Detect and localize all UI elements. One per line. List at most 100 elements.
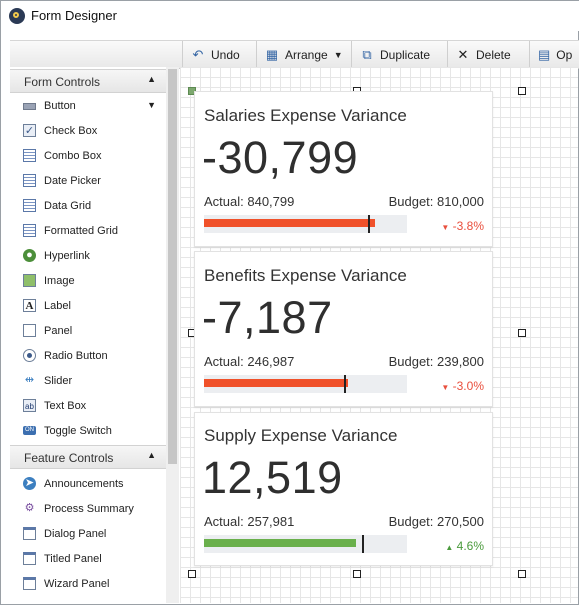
card-actual: Actual: 840,799: [204, 194, 295, 209]
card-title: Supply Expense Variance: [204, 426, 398, 445]
sidebar-item-combo-box[interactable]: Combo Box: [10, 144, 166, 169]
options-button[interactable]: ▤ Op: [529, 41, 579, 68]
sidebar-item-wizard-panel[interactable]: Wizard Panel: [10, 572, 166, 597]
sidebar-item-date-picker[interactable]: Date Picker: [10, 169, 166, 194]
undo-icon: ↶: [192, 46, 204, 62]
checkbox-icon: ✓: [23, 124, 36, 137]
resize-handle-bottom-left[interactable]: [188, 570, 196, 578]
window-title: Form Designer: [31, 8, 117, 23]
calendar-icon: [23, 174, 36, 187]
trend-arrow-icon: ▲: [445, 543, 454, 552]
combo-box-icon: [23, 149, 36, 162]
resize-handle-bottom[interactable]: [353, 570, 361, 578]
app-logo-icon: [9, 8, 25, 24]
titled-panel-icon: [23, 552, 36, 565]
progress-fill: [204, 379, 348, 387]
undo-button[interactable]: ↶ Undo: [182, 41, 256, 68]
undo-label: Undo: [211, 47, 240, 62]
resize-handle-top-right[interactable]: [518, 87, 526, 95]
card-title: Salaries Expense Variance: [204, 106, 407, 125]
wizard-panel-icon: [23, 577, 36, 590]
sidebar-item-label: Button: [44, 100, 76, 112]
dialog-panel-icon: [23, 527, 36, 540]
sidebar-item-label: Radio Button: [44, 350, 108, 362]
options-icon: ▤: [538, 46, 551, 62]
trend-arrow-icon: ▼: [441, 223, 450, 232]
feature-controls-label: Feature Controls: [24, 451, 114, 465]
sidebar-item-text-box[interactable]: ab Text Box: [10, 394, 166, 419]
sidebar-item-label: Toggle Switch: [44, 425, 112, 437]
progress-fill: [204, 219, 375, 227]
sidebar-item-image[interactable]: Image: [10, 269, 166, 294]
progress-track: [204, 535, 407, 553]
budget-marker: [368, 215, 370, 233]
delete-button[interactable]: ✕ Delete: [447, 41, 529, 68]
panel-icon: [23, 324, 36, 337]
radio-icon: [23, 349, 36, 362]
sidebar-item-titled-panel[interactable]: Titled Panel: [10, 547, 166, 572]
sidebar-item-announcements[interactable]: ➤ Announcements: [10, 472, 166, 497]
resize-handle-bottom-right[interactable]: [518, 570, 526, 578]
sidebar-scrollbar[interactable]: [166, 67, 179, 603]
button-icon: [23, 99, 36, 112]
sidebar-item-label: Formatted Grid: [44, 225, 118, 237]
chevron-down-icon: ▼: [147, 100, 156, 110]
sidebar-item-label: Check Box: [44, 125, 98, 137]
sidebar-item-check-box[interactable]: ✓ Check Box: [10, 119, 166, 144]
kpi-card-supply[interactable]: Supply Expense Variance 12,519 Actual: 2…: [194, 412, 493, 566]
sidebar-item-slider[interactable]: ⇹ Slider: [10, 369, 166, 394]
sidebar-item-panel[interactable]: Panel: [10, 319, 166, 344]
globe-icon: ●: [23, 249, 36, 262]
toolbar: ↶ Undo ▦ Arrange ▼ ⧉ Duplicate ✕ Delete …: [10, 40, 579, 69]
resize-handle-right[interactable]: [518, 329, 526, 337]
kpi-card-salaries[interactable]: Salaries Expense Variance -30,799 Actual…: [194, 91, 493, 247]
sidebar-item-label: Data Grid: [44, 200, 92, 212]
sidebar-item-formatted-grid[interactable]: Formatted Grid: [10, 219, 166, 244]
arrange-button[interactable]: ▦ Arrange ▼: [256, 41, 351, 68]
scrollbar-thumb[interactable]: [168, 69, 177, 464]
card-budget: Budget: 810,000: [388, 194, 484, 209]
arrange-label: Arrange: [285, 47, 328, 62]
sidebar-item-label-control[interactable]: A Label: [10, 294, 166, 319]
budget-marker: [362, 535, 364, 553]
variance-percent: -3.0%: [452, 379, 484, 393]
sidebar-item-label: Process Summary: [44, 503, 134, 515]
sidebar-item-data-grid[interactable]: Data Grid: [10, 194, 166, 219]
sidebar-item-label: Text Box: [44, 400, 87, 412]
form-controls-header[interactable]: Form Controls ▲: [10, 69, 166, 93]
delete-label: Delete: [476, 47, 511, 62]
title-bar: Form Designer: [1, 1, 580, 31]
trend-arrow-icon: ▼: [441, 383, 450, 392]
sidebar-item-dialog-panel[interactable]: Dialog Panel: [10, 522, 166, 547]
progress-track: [204, 215, 407, 233]
process-summary-icon: ⚙: [24, 502, 35, 514]
sidebar-item-radio-button[interactable]: Radio Button: [10, 344, 166, 369]
feature-controls-header[interactable]: Feature Controls ▲: [10, 445, 166, 469]
card-value: 12,519: [202, 452, 343, 503]
sidebar-item-label: Announcements: [44, 478, 124, 490]
card-value: -7,187: [202, 292, 333, 343]
card-actual: Actual: 246,987: [204, 354, 295, 369]
sidebar-item-label: Image: [44, 275, 75, 287]
sidebar-item-label: Label: [44, 300, 71, 312]
variance-change: ▲ 4.6%: [445, 539, 484, 553]
duplicate-button[interactable]: ⧉ Duplicate: [351, 41, 447, 68]
card-budget: Budget: 270,500: [388, 514, 484, 529]
variance-percent: -3.8%: [452, 219, 484, 233]
sidebar-item-button[interactable]: Button ▼: [10, 94, 166, 119]
variance-percent: 4.6%: [456, 539, 484, 553]
sidebar-item-label: Titled Panel: [44, 553, 102, 565]
grid-icon: [23, 199, 36, 212]
sidebar-item-process-summary[interactable]: ⚙ Process Summary: [10, 497, 166, 522]
options-label: Op: [556, 47, 573, 62]
kpi-card-benefits[interactable]: Benefits Expense Variance -7,187 Actual:…: [194, 251, 493, 407]
image-icon: [23, 274, 36, 287]
sidebar-item-hyperlink[interactable]: ● Hyperlink: [10, 244, 166, 269]
variance-change: ▼ -3.8%: [441, 219, 484, 233]
budget-marker: [344, 375, 346, 393]
collapse-icon: ▲: [147, 450, 156, 460]
sidebar-item-toggle-switch[interactable]: ON Toggle Switch: [10, 419, 166, 444]
progress-fill: [204, 539, 356, 547]
chevron-down-icon: ▼: [333, 49, 343, 60]
